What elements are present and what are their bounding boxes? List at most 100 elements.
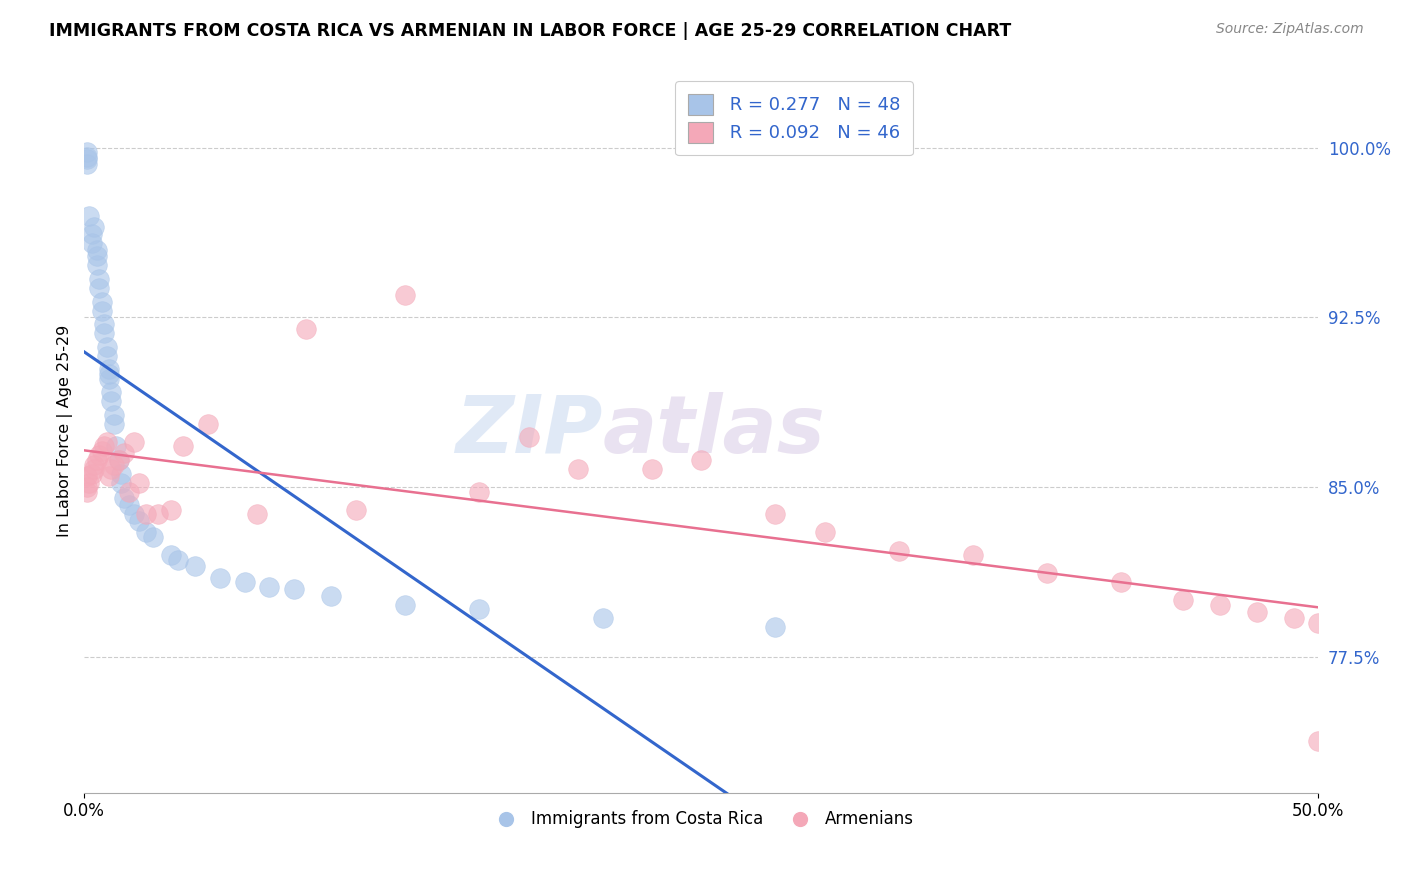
Point — [76, 150, 98, 164]
Point — [197, 417, 219, 431]
Point — [1308, 615, 1330, 630]
Point — [112, 446, 135, 460]
Legend: Immigrants from Costa Rica, Armenians: Immigrants from Costa Rica, Armenians — [482, 804, 921, 835]
Point — [763, 620, 786, 634]
Point — [83, 219, 105, 234]
Point — [246, 508, 269, 522]
Point — [100, 385, 122, 400]
Point — [86, 249, 108, 263]
Point — [93, 317, 115, 331]
Point — [80, 235, 103, 250]
Point — [135, 508, 157, 522]
Point — [1171, 593, 1194, 607]
Point — [122, 434, 145, 449]
Point — [77, 209, 100, 223]
Point — [468, 602, 491, 616]
Point — [118, 498, 141, 512]
Point — [128, 514, 150, 528]
Point — [98, 468, 121, 483]
Point — [86, 259, 108, 273]
Point — [814, 525, 837, 540]
Point — [1208, 598, 1230, 612]
Point — [76, 145, 98, 160]
Point — [90, 294, 112, 309]
Point — [83, 458, 105, 472]
Point — [259, 580, 281, 594]
Point — [100, 394, 122, 409]
Point — [103, 458, 125, 472]
Point — [394, 598, 416, 612]
Point — [592, 611, 614, 625]
Point — [105, 439, 128, 453]
Point — [159, 548, 181, 562]
Point — [394, 288, 416, 302]
Point — [283, 582, 305, 596]
Point — [887, 543, 910, 558]
Y-axis label: In Labor Force | Age 25-29: In Labor Force | Age 25-29 — [58, 325, 73, 537]
Point — [1246, 605, 1268, 619]
Point — [77, 475, 100, 490]
Point — [142, 530, 165, 544]
Point — [98, 362, 121, 376]
Point — [90, 303, 112, 318]
Point — [233, 575, 256, 590]
Point — [148, 508, 170, 522]
Point — [83, 462, 105, 476]
Text: Source: ZipAtlas.com: Source: ZipAtlas.com — [1216, 22, 1364, 37]
Point — [86, 453, 108, 467]
Point — [76, 468, 98, 483]
Point — [87, 272, 110, 286]
Point — [80, 227, 103, 241]
Point — [90, 444, 112, 458]
Point — [567, 462, 589, 476]
Point — [86, 243, 108, 257]
Point — [167, 552, 190, 566]
Point — [80, 467, 103, 481]
Point — [208, 571, 231, 585]
Text: atlas: atlas — [603, 392, 825, 469]
Point — [184, 559, 207, 574]
Point — [1036, 566, 1059, 581]
Point — [1282, 611, 1305, 625]
Point — [76, 484, 98, 499]
Point — [468, 484, 491, 499]
Point — [87, 281, 110, 295]
Point — [103, 408, 125, 422]
Point — [122, 508, 145, 522]
Point — [690, 453, 713, 467]
Point — [118, 484, 141, 499]
Point — [87, 449, 110, 463]
Point — [172, 439, 194, 453]
Point — [1308, 733, 1330, 747]
Point — [108, 453, 131, 467]
Point — [763, 508, 786, 522]
Point — [517, 430, 540, 444]
Text: IMMIGRANTS FROM COSTA RICA VS ARMENIAN IN LABOR FORCE | AGE 25-29 CORRELATION CH: IMMIGRANTS FROM COSTA RICA VS ARMENIAN I… — [49, 22, 1011, 40]
Point — [96, 349, 118, 363]
Point — [96, 340, 118, 354]
Point — [108, 453, 131, 467]
Point — [76, 152, 98, 166]
Point — [76, 156, 98, 170]
Point — [112, 491, 135, 506]
Point — [100, 462, 122, 476]
Point — [96, 434, 118, 449]
Point — [110, 475, 132, 490]
Point — [103, 417, 125, 431]
Point — [159, 503, 181, 517]
Point — [344, 503, 367, 517]
Point — [135, 525, 157, 540]
Point — [1109, 575, 1132, 590]
Point — [128, 475, 150, 490]
Point — [110, 467, 132, 481]
Point — [93, 326, 115, 341]
Point — [962, 548, 984, 562]
Point — [295, 322, 318, 336]
Point — [98, 371, 121, 385]
Point — [641, 462, 664, 476]
Point — [319, 589, 342, 603]
Point — [93, 439, 115, 453]
Point — [98, 367, 121, 381]
Point — [76, 480, 98, 494]
Text: ZIP: ZIP — [456, 392, 603, 469]
